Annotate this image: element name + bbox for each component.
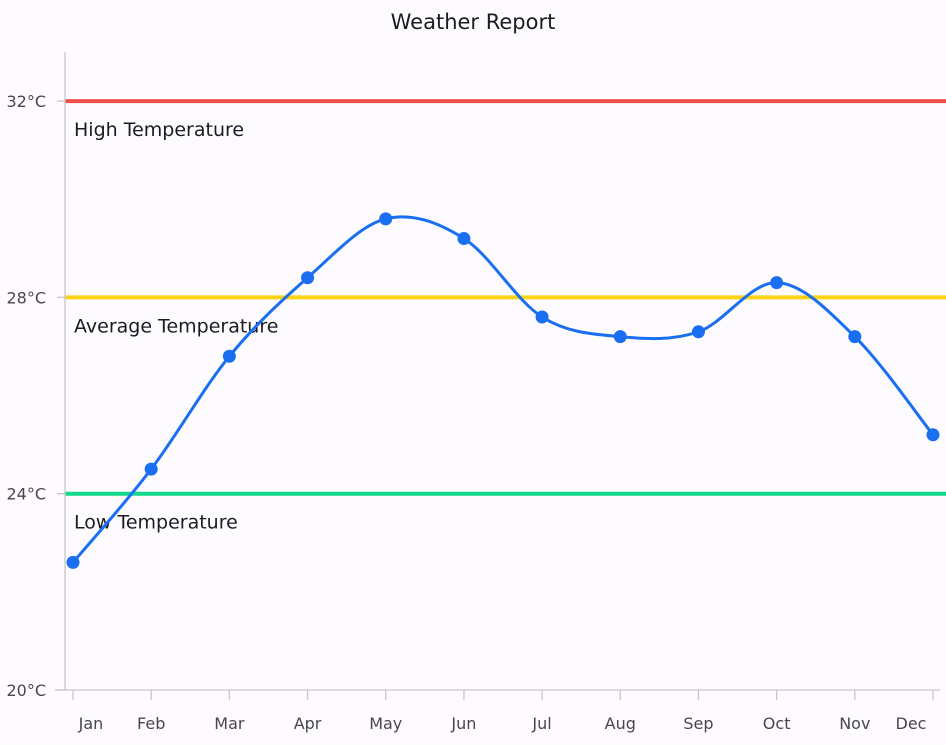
y-tick-label-1: 24°C xyxy=(6,485,46,504)
x-tick-label-11: Dec xyxy=(896,714,927,733)
series-layer xyxy=(66,212,940,569)
reference-line-label-1: Average Temperature xyxy=(74,315,278,337)
x-tick-label-5: Jun xyxy=(450,714,476,733)
reference-lines: High Temperature Average Temperature Low T… xyxy=(65,99,946,534)
x-tick-label-0: Jan xyxy=(78,714,104,733)
data-point-jul[interactable] xyxy=(535,310,549,324)
data-point-oct[interactable] xyxy=(770,276,784,290)
data-point-may[interactable] xyxy=(379,212,393,226)
x-tick-label-8: Sep xyxy=(683,714,713,733)
data-point-jun[interactable] xyxy=(457,231,471,245)
x-tick-label-9: Oct xyxy=(763,714,791,733)
x-tick-label-6: Jul xyxy=(531,714,551,733)
reference-line-label-0: High Temperature xyxy=(74,119,244,141)
x-tick-label-3: Apr xyxy=(294,714,322,733)
data-point-nov[interactable] xyxy=(848,330,862,344)
x-tick-label-2: Mar xyxy=(214,714,245,733)
data-point-dec[interactable] xyxy=(926,428,940,442)
y-tick-label-0: 20°C xyxy=(6,681,46,700)
data-point-apr[interactable] xyxy=(301,271,315,285)
data-point-jan[interactable] xyxy=(66,555,80,569)
data-point-mar[interactable] xyxy=(222,349,236,363)
x-tick-label-7: Aug xyxy=(605,714,636,733)
x-tick-label-4: May xyxy=(369,714,402,733)
y-tick-label-3: 32°C xyxy=(6,92,46,111)
reference-line-label-2: Low Temperature xyxy=(74,512,238,534)
data-point-feb[interactable] xyxy=(144,462,158,476)
x-tick-label-10: Nov xyxy=(839,714,870,733)
x-tick-label-1: Feb xyxy=(137,714,165,733)
data-point-aug[interactable] xyxy=(613,330,627,344)
data-point-sep[interactable] xyxy=(691,325,705,339)
y-tick-label-2: 28°C xyxy=(6,288,46,307)
axes: 20°C 24°C 28°C 32°C Jan Feb Mar Apr May Jun Jul Aug… xyxy=(6,52,940,733)
chart-title: Weather Report xyxy=(391,10,556,34)
series-line-0 xyxy=(71,215,935,564)
